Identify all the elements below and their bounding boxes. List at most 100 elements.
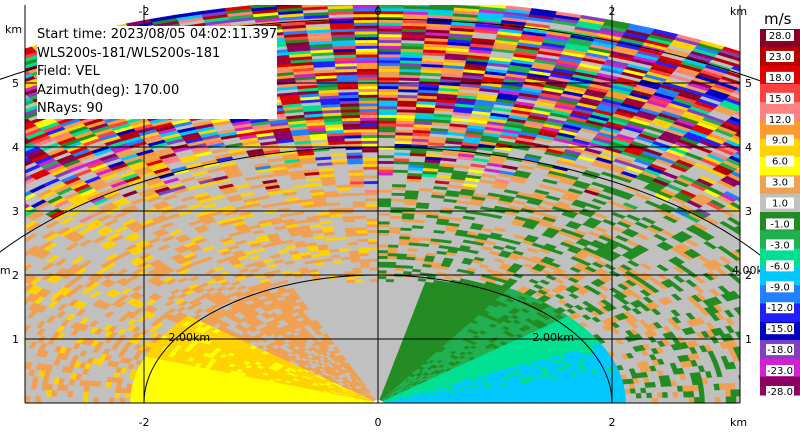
velocity-cell (757, 396, 763, 403)
velocity-cell (745, 178, 763, 187)
velocity-cell (744, 313, 754, 321)
velocity-cell (703, 390, 711, 398)
velocity-cell (646, 392, 653, 399)
velocity-cell (625, 397, 632, 403)
velocity-cell (562, 395, 569, 400)
velocity-cell (709, 396, 716, 403)
velocity-cell (748, 303, 759, 311)
velocity-cell (688, 390, 695, 398)
velocity-cell (624, 388, 631, 394)
velocity-cell (745, 321, 755, 329)
velocity-cell (752, 351, 760, 359)
velocity-cell (737, 224, 740, 227)
velocity-cell (682, 390, 690, 398)
velocity-cell (557, 399, 564, 403)
velocity-cell (629, 387, 637, 394)
velocity-cell (530, 393, 537, 398)
velocity-cell (742, 367, 749, 375)
velocity-cell (572, 391, 579, 396)
velocity-cell (598, 389, 605, 395)
velocity-cell (598, 394, 606, 400)
velocity-cell (561, 391, 568, 397)
velocity-cell (566, 387, 573, 393)
velocity-cell (735, 388, 740, 397)
velocity-cell (739, 322, 740, 324)
velocity-cell (556, 392, 563, 397)
velocity-cell (519, 394, 526, 398)
velocity-cell (613, 388, 621, 395)
velocity-cell (743, 304, 754, 312)
velocity-cell (752, 396, 758, 403)
velocity-cell (677, 391, 685, 398)
velocity-cell (588, 394, 595, 400)
velocity-cell (555, 388, 563, 393)
velocity-cell (646, 397, 653, 403)
velocity-cell (672, 397, 679, 403)
velocity-cell (737, 109, 740, 113)
velocity-cells (25, 5, 763, 403)
velocity-cell (746, 352, 754, 360)
velocity-cell (550, 389, 557, 394)
velocity-cell (609, 398, 616, 403)
velocity-cell (667, 397, 674, 403)
velocity-cell (577, 390, 584, 396)
velocity-cell (524, 393, 532, 398)
velocity-cell (603, 389, 610, 395)
velocity-cell (645, 387, 652, 393)
velocity-cell (678, 396, 685, 403)
velocity-cell (694, 396, 700, 403)
velocity-cell (651, 392, 658, 399)
velocity-cell (693, 390, 700, 398)
velocity-cell (730, 389, 737, 397)
velocity-cell (709, 389, 716, 397)
velocity-cell (749, 359, 757, 367)
velocity-cell (499, 397, 506, 401)
velocity-cell (604, 398, 611, 403)
velocity-cell (551, 392, 558, 397)
velocity-cell (572, 395, 579, 400)
velocity-cell (749, 312, 759, 320)
velocity-cell (746, 233, 761, 242)
velocity-cell (743, 345, 752, 353)
velocity-cell (741, 234, 756, 243)
velocity-cell (599, 398, 606, 403)
velocity-cell (741, 196, 758, 205)
velocity-cell (545, 389, 552, 394)
velocity-cell (724, 389, 732, 397)
velocity-cell (750, 381, 756, 388)
velocity-cell (641, 397, 648, 403)
velocity-cell (739, 381, 740, 385)
velocity-cell (719, 389, 727, 397)
velocity-cell (625, 393, 632, 399)
velocity-cell (540, 393, 547, 397)
velocity-cell (748, 285, 760, 294)
velocity-cell (556, 395, 563, 400)
velocity-cell (741, 180, 759, 189)
velocity-cell (567, 395, 574, 400)
velocity-cell (525, 396, 532, 401)
velocity-cell (698, 390, 706, 398)
velocity-cell (619, 388, 626, 394)
velocity-cell (744, 245, 758, 254)
velocity-cell (736, 367, 740, 376)
velocity-cell (752, 389, 758, 396)
velocity-cell (594, 398, 600, 403)
velocity-cell (704, 396, 711, 403)
velocity-cell (688, 396, 695, 403)
velocity-cell (566, 391, 574, 396)
velocity-cell (640, 392, 648, 399)
velocity-cell (754, 374, 761, 382)
velocity-cell (672, 391, 679, 398)
velocity-cell (745, 256, 758, 265)
velocity-cell (551, 395, 558, 400)
velocity-cell (741, 389, 747, 396)
velocity-cell (630, 397, 637, 403)
velocity-cell (741, 296, 752, 304)
velocity-cell (535, 393, 542, 398)
velocity-cell (738, 59, 740, 62)
velocity-cell (593, 390, 600, 395)
velocity-cell (742, 222, 757, 231)
velocity-cell (545, 392, 553, 397)
velocity-cell (741, 107, 763, 117)
